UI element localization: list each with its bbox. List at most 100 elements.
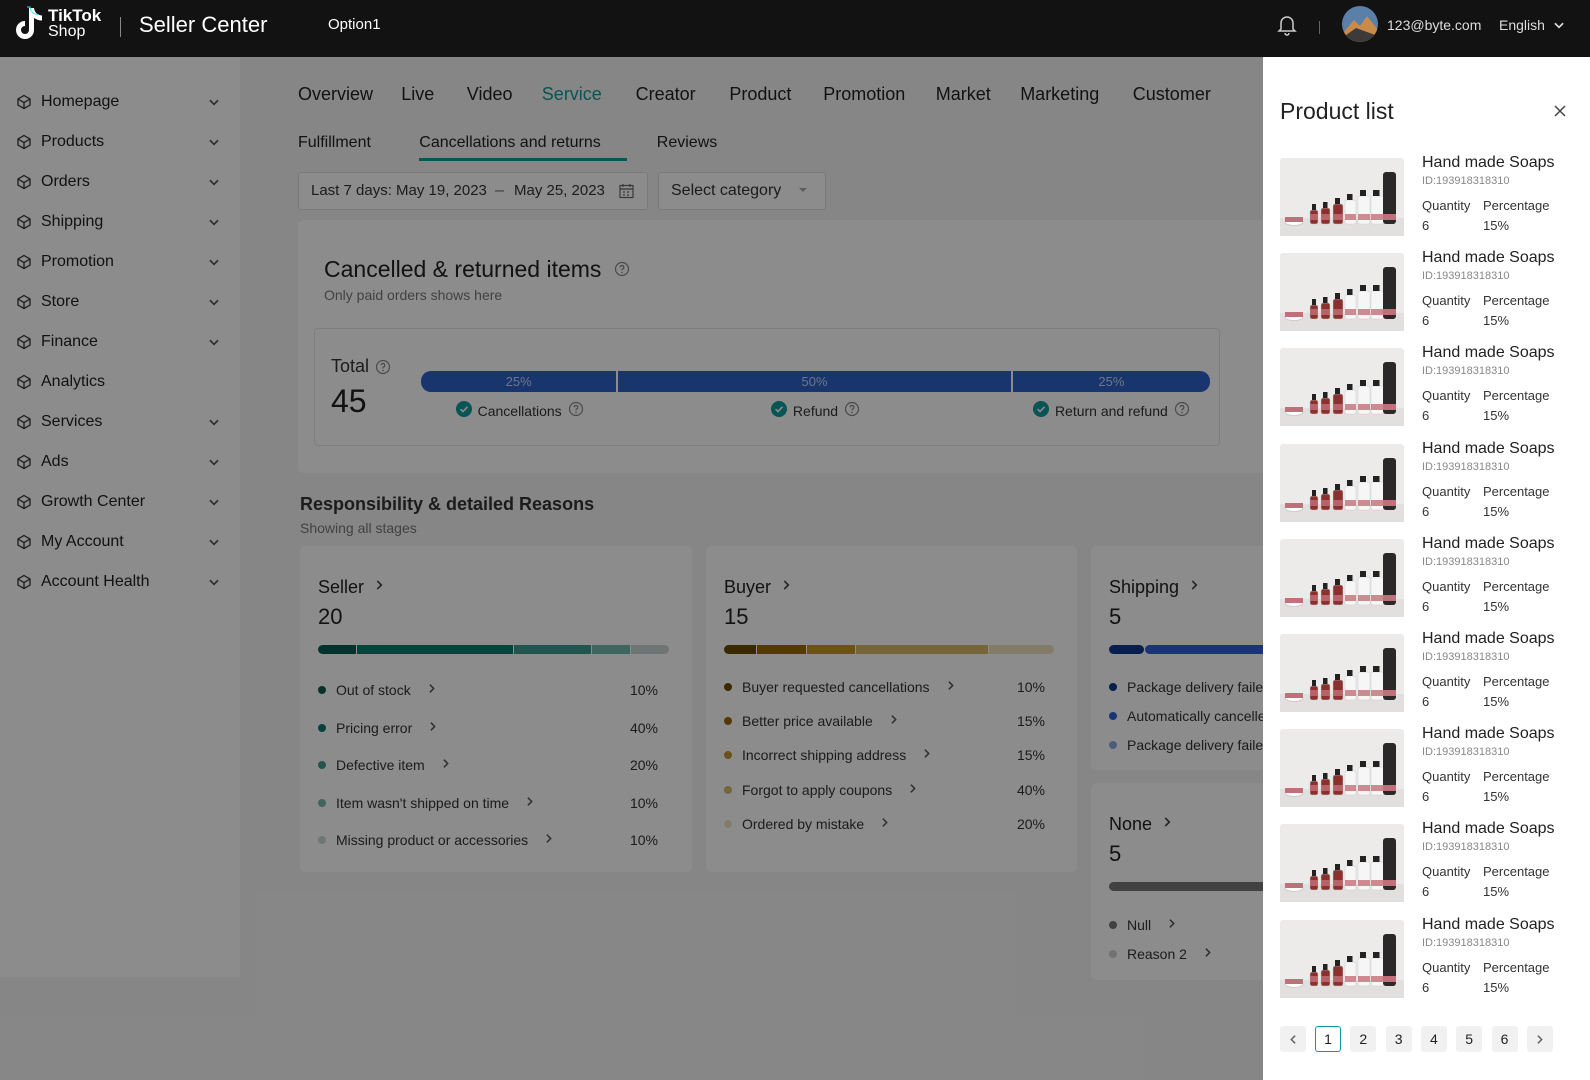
sidebar-label: Finance (41, 333, 98, 350)
group-header[interactable]: Shipping (1109, 577, 1201, 598)
category-select[interactable]: Select category (658, 172, 826, 210)
product-item[interactable]: Hand made Soaps ID:193918318310 Quantity 6 P… (1280, 249, 1580, 333)
reason-dot (318, 798, 326, 807)
product-image-svg (1280, 919, 1404, 998)
logo-icon-svg (16, 6, 42, 39)
reason-dot (724, 819, 732, 828)
date-filter[interactable]: Last 7 days: May 19, 2023– May 25, 2023 (298, 172, 648, 210)
tab-active[interactable]: Service (541, 84, 602, 104)
reason-row[interactable]: Forgot to apply coupons (724, 782, 919, 798)
group-name: Seller (318, 577, 365, 597)
sidebar-item[interactable]: Shipping (8, 205, 232, 239)
reason-row[interactable]: Buyer requested cancellations (724, 679, 957, 695)
product-item[interactable]: Hand made Soaps ID:193918318310 Quantity 6 P… (1280, 535, 1580, 619)
tab[interactable]: Marketing (1020, 84, 1100, 104)
page-button[interactable]: 2 (1350, 1026, 1377, 1052)
page-button[interactable]: 3 (1385, 1026, 1412, 1052)
prev-page[interactable] (1280, 1026, 1306, 1052)
tab[interactable]: Overview (298, 84, 374, 104)
reason-value: 40% (629, 719, 658, 736)
reason-row[interactable]: Item wasn't shipped on time (318, 795, 536, 811)
help-icon-svg (1174, 401, 1189, 417)
reason-dot (724, 751, 732, 760)
reason-dot (318, 686, 326, 694)
reason-bar-segment (1109, 645, 1144, 654)
product-item[interactable]: Hand made Soaps ID:193918318310 Quantity 6 P… (1280, 916, 1580, 1003)
page-button[interactable]: 1 (1315, 1026, 1341, 1052)
reason-dot (318, 761, 326, 770)
reason-value: 20% (629, 757, 658, 774)
product-item[interactable]: Hand made Soaps ID:193918318310 Quantity 6 P… (1280, 344, 1580, 428)
reason-row[interactable]: Reason 2 (1109, 946, 1214, 962)
group-header[interactable]: Buyer (724, 577, 793, 598)
page-button[interactable]: 6 (1491, 1026, 1518, 1052)
product-item[interactable]: Hand made Soaps ID:193918318310 Quantity 6 P… (1280, 154, 1580, 238)
subtab-active[interactable]: Cancellations and returns (419, 134, 601, 151)
subtab[interactable]: Fulfillment (298, 134, 371, 151)
option[interactable]: Option1 (328, 16, 381, 33)
sidebar-item[interactable]: Homepage (8, 85, 232, 119)
sidebar-chevron-svg (209, 579, 219, 586)
sidebar-icon-svg (17, 374, 31, 390)
sidebar-chevron (207, 455, 221, 474)
reason-row[interactable]: Ordered by mistake (724, 816, 891, 832)
sidebar-icon (16, 174, 32, 195)
product-item[interactable]: Hand made Soaps ID:193918318310 Quantity 6 P… (1280, 440, 1580, 524)
tab[interactable]: Creator (635, 84, 696, 104)
group-header[interactable]: None (1109, 814, 1174, 835)
reason-row[interactable]: Null (1109, 917, 1178, 933)
product-item[interactable]: Hand made Soaps ID:193918318310 Quantity 6 P… (1280, 630, 1580, 714)
reason-card: Seller 20 Out of stock 10% Pricing error 40% D… (300, 546, 692, 872)
reason-row[interactable]: Pricing error (318, 720, 439, 736)
sidebar-icon-svg (17, 254, 31, 270)
sidebar-item[interactable]: Finance (8, 325, 232, 359)
reason-row[interactable]: Better price available (724, 713, 900, 729)
sidebar-item[interactable]: My Account (8, 525, 232, 559)
product-item[interactable]: Hand made Soaps ID:193918318310 Quantity 6 P… (1280, 725, 1580, 809)
sidebar-item[interactable]: Orders (8, 165, 232, 199)
sidebar-icon-svg (17, 334, 31, 350)
icon (1537, 1034, 1544, 1044)
check-icon-svg (1032, 401, 1049, 417)
page-button[interactable]: 5 (1456, 1026, 1483, 1052)
segment-value-label: 50% (801, 374, 828, 389)
page-button[interactable]: 4 (1420, 1026, 1447, 1052)
total-box: Total 45 25% Cancellations 50% Refund 25% Retur… (314, 328, 1220, 446)
tab[interactable]: Product (729, 84, 792, 104)
reason-chevron-svg (430, 721, 436, 731)
tab[interactable]: Customer (1132, 84, 1211, 104)
reason-bar-segment (724, 645, 757, 654)
sidebar-item[interactable]: Services (8, 405, 232, 439)
subtab[interactable]: Reviews (656, 134, 718, 151)
reason-dot (724, 717, 732, 726)
quantity-value: 6 (1422, 503, 1430, 519)
reason-row[interactable]: Defective item (318, 757, 452, 773)
sidebar-item[interactable]: Growth Center (8, 485, 232, 519)
email[interactable]: 123@byte.com (1387, 17, 1482, 33)
reason-row[interactable]: Out of stock (318, 682, 438, 698)
tab[interactable]: Video (466, 84, 513, 104)
sidebar-item[interactable]: Ads (8, 445, 232, 479)
tab[interactable]: Market (935, 84, 991, 104)
total-label: Total (331, 356, 370, 376)
product-item[interactable]: Hand made Soaps ID:193918318310 Quantity 6 P… (1280, 820, 1580, 904)
sidebar-chevron-svg (209, 179, 219, 186)
product-image (1280, 919, 1404, 1003)
sidebar-item[interactable]: Store (8, 285, 232, 319)
tab[interactable]: Promotion (823, 84, 906, 104)
sidebar-item[interactable]: Promotion (8, 245, 232, 279)
tab[interactable]: Live (401, 84, 435, 104)
quantity-label: Quantity (1422, 674, 1471, 689)
product-id: ID:193918318310 (1422, 460, 1510, 473)
sidebar-item[interactable]: Analytics (8, 365, 232, 399)
group-header[interactable]: Seller (318, 577, 386, 598)
reason-row[interactable]: Missing product or accessories (318, 832, 555, 848)
close-button[interactable] (1553, 104, 1567, 123)
icon (1289, 1034, 1296, 1044)
sidebar-item[interactable]: Account Health (8, 565, 232, 599)
reason-row[interactable]: Incorrect shipping address (724, 747, 933, 763)
next-page[interactable] (1526, 1026, 1553, 1052)
sidebar-item[interactable]: Products (8, 125, 232, 159)
drawer-title: Product list (1280, 98, 1394, 124)
language[interactable]: English (1499, 17, 1545, 33)
